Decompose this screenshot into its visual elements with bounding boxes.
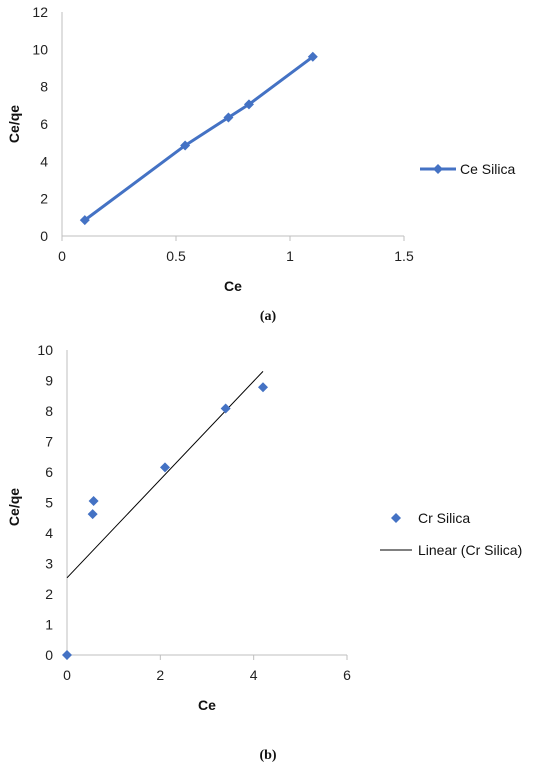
chart-a-y-tick-label: 4: [40, 153, 48, 169]
chart-b-y-tick-label: 4: [45, 525, 53, 541]
chart-a-x-tick-label: 1: [286, 248, 294, 264]
chart-b-data-point: [220, 403, 231, 414]
chart-b-y-tick-label: 7: [45, 434, 53, 450]
chart-b-legend-trendline-label: Linear (Cr Silica): [418, 542, 522, 558]
chart-a-legend-label: Ce Silica: [460, 161, 515, 177]
chart-b-data-point: [87, 509, 98, 520]
chart-a-x-tick-label: 1.5: [394, 248, 414, 264]
chart-a-legend-marker: [433, 164, 443, 174]
chart-a-data-point: [243, 99, 254, 110]
chart-b-legend-series-label: Cr Silica: [418, 510, 470, 526]
chart-b-data-point: [88, 495, 99, 506]
chart-b-x-tick-label: 6: [343, 667, 351, 683]
chart-b-trendline: [66, 371, 264, 579]
chart-a-x-ticks: 0 0.5 1 1.5: [58, 236, 414, 264]
chart-a-y-tick-label: 2: [40, 191, 48, 207]
chart-a-x-tick-label: 0.5: [166, 248, 186, 264]
chart-b-data-point: [62, 650, 72, 660]
chart-a-y-axis-title: Ce/qe: [6, 105, 22, 143]
chart-a-y-tick-label: 0: [40, 228, 48, 244]
chart-a-x-tick-label: 0: [58, 248, 66, 264]
chart-b-legend: Cr Silica Linear (Cr Silica): [380, 510, 522, 558]
chart-b-x-tick-label: 2: [156, 667, 164, 683]
chart-b-y-tick-label: 2: [45, 586, 53, 602]
chart-a-x-axis-title: Ce: [224, 278, 242, 294]
chart-a-plot-area: [79, 51, 318, 226]
chart-b-y-tick-label: 8: [45, 403, 53, 419]
chart-b-y-tick-label: 0: [45, 647, 53, 663]
chart-a: 0 2 4 6 8 10 12 0 0.5 1 1.5 Ce Ce/qe Ce Silica (a…: [6, 4, 515, 324]
chart-a-data-point: [223, 112, 234, 123]
chart-b-x-ticks: 0 2 4 6: [63, 655, 351, 683]
chart-b-y-axis-title: Ce/qe: [6, 488, 22, 526]
chart-b-y-tick-label: 3: [45, 556, 53, 572]
chart-b-y-tick-label: 5: [45, 495, 53, 511]
chart-a-y-tick-label: 8: [40, 79, 48, 95]
chart-b-y-ticks: 0 1 2 3 4 5 6 7 8 9 10: [37, 342, 53, 663]
chart-a-data-point: [180, 140, 191, 151]
chart-a-legend: Ce Silica: [420, 161, 515, 177]
chart-a-data-point: [79, 215, 90, 226]
chart-a-data-point: [307, 51, 318, 62]
chart-a-y-tick-label: 10: [32, 41, 48, 57]
chart-a-caption: (a): [260, 309, 277, 324]
chart-b-data-point: [258, 382, 268, 393]
chart-b-y-tick-label: 1: [45, 617, 53, 633]
chart-b-data-point: [160, 462, 170, 473]
chart-b-plot-area: [62, 371, 268, 660]
chart-a-y-tick-label: 12: [32, 4, 48, 20]
chart-b-x-tick-label: 0: [63, 667, 71, 683]
chart-a-y-ticks: 0 2 4 6 8 10 12: [32, 4, 48, 244]
chart-b-y-tick-label: 6: [45, 464, 53, 480]
chart-b-y-tick-label: 10: [37, 342, 53, 358]
chart-b: 0 1 2 3 4 5 6 7 8 9 10 0 2 4 6 Ce Ce/qe Cr Silica Lin…: [6, 342, 522, 763]
chart-b-legend-marker: [391, 513, 401, 523]
chart-b-caption: (b): [259, 748, 276, 763]
chart-a-series-line: [83, 55, 314, 222]
chart-b-y-tick-label: 9: [45, 373, 53, 389]
chart-b-x-tick-label: 4: [250, 667, 258, 683]
chart-b-x-axis-title: Ce: [198, 697, 216, 713]
chart-a-y-tick-label: 6: [40, 116, 48, 132]
